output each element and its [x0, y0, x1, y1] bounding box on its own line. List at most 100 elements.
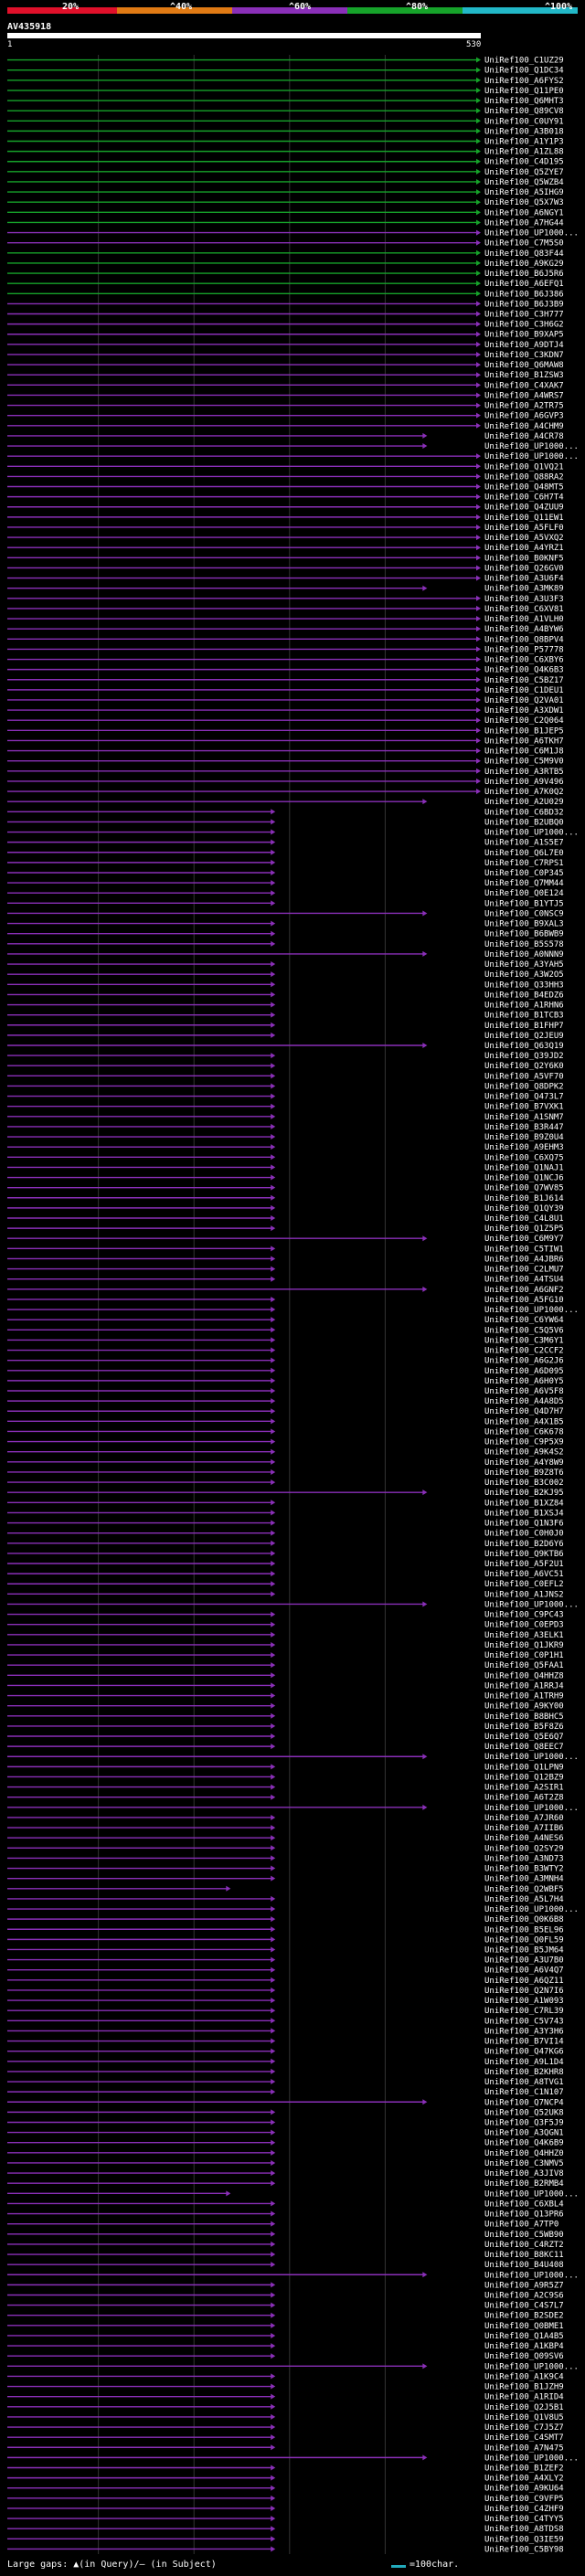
hit-label[interactable]: UniRef100_Q7MM44	[484, 879, 564, 888]
hit-label[interactable]: UniRef100_A8TDS8	[484, 2525, 564, 2534]
hit-label[interactable]: UniRef100_Q33HH3	[484, 981, 564, 990]
hit-label[interactable]: UniRef100_C6XV81	[484, 605, 564, 614]
hit-label[interactable]: UniRef100_Q2JEU9	[484, 1032, 564, 1041]
hit-label[interactable]: UniRef100_A9DTJ4	[484, 341, 564, 350]
hit-label[interactable]: UniRef100_B1ZEF2	[484, 2464, 564, 2473]
hit-label[interactable]: UniRef100_B2UBQ0	[484, 818, 564, 827]
hit-label[interactable]: UniRef100_A6H0Y5	[484, 1377, 564, 1386]
hit-label[interactable]: UniRef100_A4Y8W9	[484, 1458, 564, 1468]
hit-label[interactable]: UniRef100_A2SIR1	[484, 1784, 564, 1793]
hit-label[interactable]: UniRef100_C5BY98	[484, 2545, 564, 2554]
hit-label[interactable]: UniRef100_A4YRZ1	[484, 544, 564, 553]
hit-label[interactable]: UniRef100_A2TR75	[484, 402, 564, 411]
hit-label[interactable]: UniRef100_B6J386	[484, 290, 564, 299]
hit-label[interactable]: UniRef100_Q4D7H7	[484, 1407, 564, 1416]
hit-label[interactable]: UniRef100_C0EPD3	[484, 1621, 564, 1630]
hit-label[interactable]: UniRef100_C1DEU1	[484, 686, 564, 695]
hit-label[interactable]: UniRef100_Q4K6B3	[484, 666, 564, 675]
hit-label[interactable]: UniRef100_Q0FL59	[484, 1935, 564, 1945]
hit-label[interactable]: UniRef100_C4RZT2	[484, 2241, 564, 2250]
hit-label[interactable]: UniRef100_Q3F5J9	[484, 2118, 564, 2127]
hit-label[interactable]: UniRef100_Q2N7I6	[484, 1987, 564, 1996]
hit-label[interactable]: UniRef100_B1ZSW3	[484, 371, 564, 380]
hit-label[interactable]: UniRef100_A6V5F8	[484, 1387, 564, 1396]
hit-label[interactable]: UniRef100_B1FHP7	[484, 1022, 564, 1031]
hit-label[interactable]: UniRef100_Q2SY29	[484, 1844, 564, 1853]
hit-label[interactable]: UniRef100_A6VC51	[484, 1570, 564, 1579]
hit-label[interactable]: UniRef100_A3YAH5	[484, 960, 564, 970]
hit-label[interactable]: UniRef100_UP1000...	[484, 2189, 579, 2199]
hit-label[interactable]: UniRef100_Q1DC34	[484, 67, 564, 76]
hit-label[interactable]: UniRef100_B1JZH9	[484, 2383, 564, 2392]
hit-label[interactable]: UniRef100_A1KBP4	[484, 2342, 564, 2351]
hit-label[interactable]: UniRef100_C2CCF2	[484, 1347, 564, 1356]
hit-label[interactable]: UniRef100_A4JBR6	[484, 1255, 564, 1264]
hit-label[interactable]: UniRef100_C1UZ29	[484, 57, 564, 66]
hit-label[interactable]: UniRef100_A3B018	[484, 127, 564, 136]
hit-label[interactable]: UniRef100_A7N475	[484, 2443, 564, 2453]
hit-label[interactable]: UniRef100_C6K678	[484, 1427, 564, 1436]
hit-label[interactable]: UniRef100_B6BWB9	[484, 930, 564, 939]
hit-label[interactable]: UniRef100_C6M9Y7	[484, 1235, 564, 1244]
hit-label[interactable]: UniRef100_Q1Z5P5	[484, 1224, 564, 1234]
hit-label[interactable]: UniRef100_A7TP0	[484, 2221, 558, 2230]
hit-label[interactable]: UniRef100_Q6MHT3	[484, 97, 564, 106]
hit-label[interactable]: UniRef100_Q6L7E0	[484, 849, 564, 858]
hit-label[interactable]: UniRef100_Q47KG6	[484, 2048, 564, 2057]
hit-label[interactable]: UniRef100_C0P345	[484, 869, 564, 878]
hit-label[interactable]: UniRef100_A1SNM7	[484, 1113, 564, 1122]
hit-label[interactable]: UniRef100_Q52UK8	[484, 2108, 564, 2117]
hit-label[interactable]: UniRef100_A5VF70	[484, 1072, 564, 1081]
hit-label[interactable]: UniRef100_C4TYY5	[484, 2515, 564, 2524]
hit-label[interactable]: UniRef100_A9KG29	[484, 260, 564, 269]
hit-label[interactable]: UniRef100_B1J614	[484, 1194, 564, 1203]
hit-label[interactable]: UniRef100_A0NNN9	[484, 950, 564, 959]
hit-label[interactable]: UniRef100_A6FYS2	[484, 77, 564, 86]
hit-label[interactable]: UniRef100_Q5X7W3	[484, 198, 564, 207]
hit-label[interactable]: UniRef100_C3NMV5	[484, 2159, 564, 2168]
hit-label[interactable]: UniRef100_C0P1H1	[484, 1651, 564, 1660]
hit-label[interactable]: UniRef100_B7VI14	[484, 2038, 564, 2047]
hit-label[interactable]: UniRef100_A9KU64	[484, 2485, 564, 2494]
hit-label[interactable]: UniRef100_UP1000...	[484, 1306, 579, 1315]
hit-label[interactable]: UniRef100_C5TIW1	[484, 1245, 564, 1254]
hit-label[interactable]: UniRef100_A7IIB6	[484, 1824, 564, 1833]
hit-label[interactable]: UniRef100_B2RMB4	[484, 2179, 564, 2189]
hit-label[interactable]: UniRef100_A3QGN1	[484, 2129, 564, 2138]
hit-label[interactable]: UniRef100_Q5FAA1	[484, 1661, 564, 1670]
hit-label[interactable]: UniRef100_UP1000...	[484, 1753, 579, 1762]
hit-label[interactable]: UniRef100_Q4K6B9	[484, 2139, 564, 2148]
hit-label[interactable]: UniRef100_UP1000...	[484, 452, 579, 461]
hit-label[interactable]: UniRef100_A2C9S6	[484, 2291, 564, 2300]
hit-label[interactable]: UniRef100_A1Y1P3	[484, 138, 564, 147]
hit-label[interactable]: UniRef100_A1RID4	[484, 2393, 564, 2402]
hit-label[interactable]: UniRef100_C3M6Y1	[484, 1336, 564, 1345]
hit-label[interactable]: UniRef100_B2D6Y6	[484, 1540, 564, 1549]
hit-label[interactable]: UniRef100_B6J3B9	[484, 300, 564, 309]
hit-label[interactable]: UniRef100_B7VXK1	[484, 1103, 564, 1112]
hit-label[interactable]: UniRef100_A7JR60	[484, 1814, 564, 1823]
hit-label[interactable]: UniRef100_A3U6F4	[484, 575, 564, 584]
hit-label[interactable]: UniRef100_Q1NAJ1	[484, 1163, 564, 1172]
hit-label[interactable]: UniRef100_Q09SV6	[484, 2352, 564, 2361]
hit-label[interactable]: UniRef100_A6QZ11	[484, 1977, 564, 1986]
hit-label[interactable]: UniRef100_B1JEP5	[484, 726, 564, 736]
hit-label[interactable]: UniRef100_C9PC43	[484, 1611, 564, 1620]
hit-label[interactable]: UniRef100_A4CHM9	[484, 422, 564, 431]
hit-label[interactable]: UniRef100_A4WRS7	[484, 391, 564, 400]
hit-label[interactable]: UniRef100_C5BZ17	[484, 676, 564, 685]
hit-label[interactable]: UniRef100_Q7NCP4	[484, 2098, 564, 2107]
hit-label[interactable]: UniRef100_A5F2U1	[484, 1560, 564, 1569]
hit-label[interactable]: UniRef100_UP1000...	[484, 2362, 579, 2371]
hit-label[interactable]: UniRef100_Q1LPN9	[484, 1763, 564, 1772]
hit-label[interactable]: UniRef100_A3U3F3	[484, 595, 564, 604]
hit-label[interactable]: UniRef100_A9V496	[484, 778, 564, 787]
hit-label[interactable]: UniRef100_UP1000...	[484, 1905, 579, 1914]
hit-label[interactable]: UniRef100_B2KHR8	[484, 2068, 564, 2077]
hit-label[interactable]: UniRef100_A6NGY1	[484, 208, 564, 217]
hit-label[interactable]: UniRef100_A8TVG1	[484, 2078, 564, 2087]
hit-label[interactable]: UniRef100_A6G2J6	[484, 1357, 564, 1366]
hit-label[interactable]: UniRef100_B5EL96	[484, 1925, 564, 1935]
hit-label[interactable]: UniRef100_Q1QY39	[484, 1204, 564, 1214]
hit-label[interactable]: UniRef100_Q0E124	[484, 889, 564, 898]
